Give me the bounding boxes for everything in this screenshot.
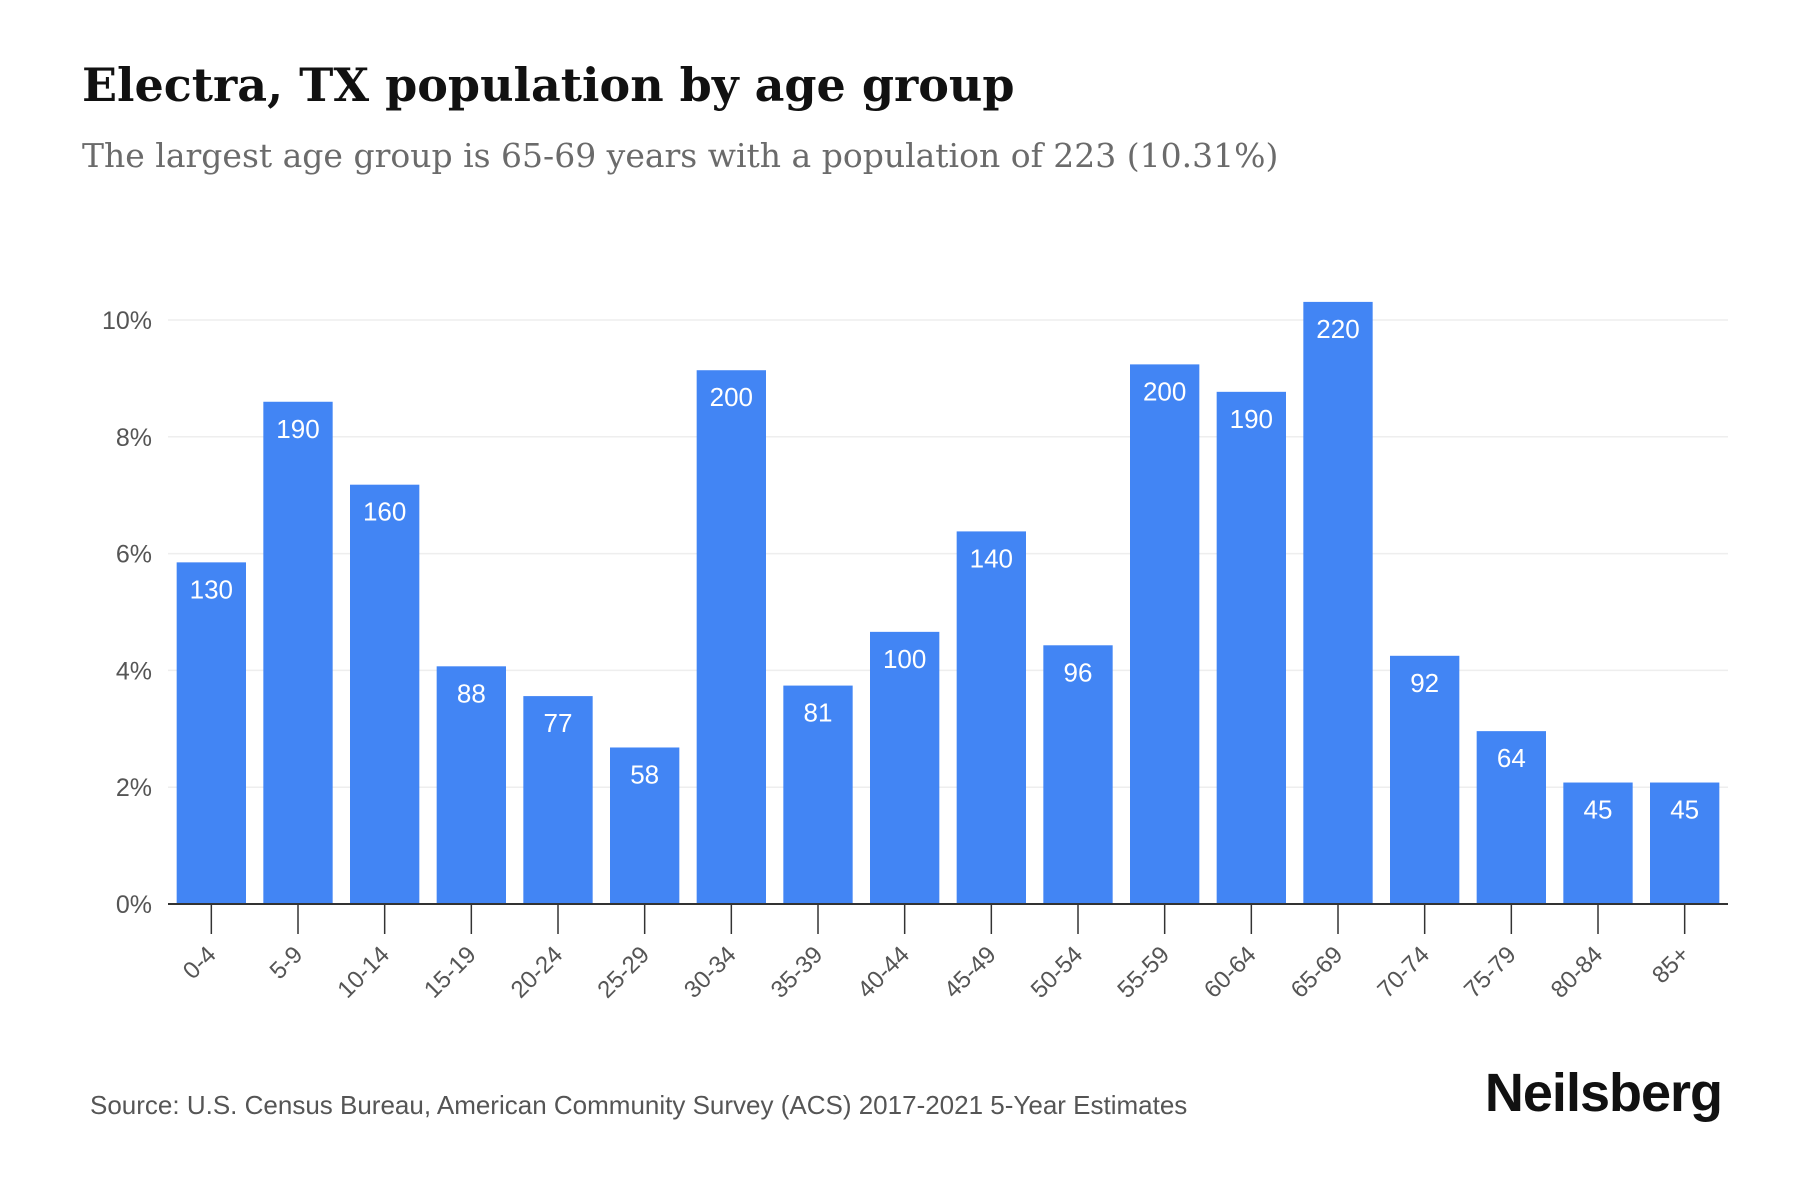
chart-title: Electra, TX population by age group [82,58,1015,112]
bar [1563,782,1633,904]
bar [956,531,1026,904]
bar-data-label: 77 [544,708,573,738]
bar [870,631,940,904]
x-tick-label: 60-64 [1199,941,1262,1004]
y-tick-label: 10% [102,307,152,335]
bar [1390,655,1460,904]
bar [1476,731,1546,904]
y-tick-label: 0% [116,891,152,919]
bar [1650,782,1720,904]
x-tick-label: 15-19 [419,941,482,1004]
bar-data-label: 190 [1230,404,1273,434]
x-tick-label: 45-49 [939,941,1002,1004]
bar-data-label: 160 [363,497,406,527]
bar [1043,645,1113,904]
bar [783,685,853,904]
bar-data-label: 220 [1316,314,1359,344]
bar-data-label: 96 [1064,657,1093,687]
bar-data-label: 200 [1143,376,1186,406]
bar-data-label: 200 [710,382,753,412]
bar-data-label: 190 [276,414,319,444]
bar [176,562,246,904]
x-tick-label: 30-34 [679,941,742,1004]
bar-data-label: 100 [883,644,926,674]
brand-logo: Neilsberg [1484,1063,1723,1123]
bar-data-label: 130 [190,574,233,604]
x-tick-label: 40-44 [852,941,915,1004]
chart-subtitle: The largest age group is 65-69 years wit… [82,136,1279,175]
bar [1303,301,1373,904]
bar-data-label: 45 [1584,795,1613,825]
y-tick-label: 2% [116,774,152,802]
source-note: Source: U.S. Census Bureau, American Com… [90,1090,1188,1120]
bar-data-label: 58 [630,759,659,789]
x-tick-label: 65-69 [1286,941,1349,1004]
y-tick-label: 6% [116,541,152,569]
bar [436,666,506,904]
bar [523,696,593,904]
bar-data-label: 88 [457,678,486,708]
y-tick-label: 4% [116,657,152,685]
bar [263,401,333,904]
bar-data-label: 140 [970,543,1013,573]
bar-data-label: 92 [1410,668,1439,698]
x-tick-label: 80-84 [1546,941,1609,1004]
x-tick-label: 70-74 [1372,941,1435,1004]
bar-data-label: 64 [1497,743,1526,773]
x-tick-label: 20-24 [506,941,569,1004]
bar [696,370,766,904]
x-tick-label: 5-9 [265,941,309,985]
bar-data-label: 81 [804,698,833,728]
x-tick-label: 10-14 [332,941,395,1004]
x-tick-label: 85+ [1647,941,1695,989]
bar [350,484,420,904]
x-tick-label: 25-29 [592,941,655,1004]
bar-data-label: 45 [1670,795,1699,825]
x-tick-label: 55-59 [1112,941,1175,1004]
y-tick-label: 8% [116,424,152,452]
bar [1130,364,1200,904]
x-tick-label: 50-54 [1026,941,1089,1004]
bar [610,747,680,904]
x-tick-label: 0-4 [178,941,222,985]
bar-chart: 0% 2% 4% 6% 8% 10% 130 0-4 190 5-9 160 10-14 88 15-19… [102,301,1728,1004]
x-tick-label: 35-39 [766,941,829,1004]
x-tick-label: 75-79 [1459,941,1522,1004]
bar [1216,391,1286,904]
